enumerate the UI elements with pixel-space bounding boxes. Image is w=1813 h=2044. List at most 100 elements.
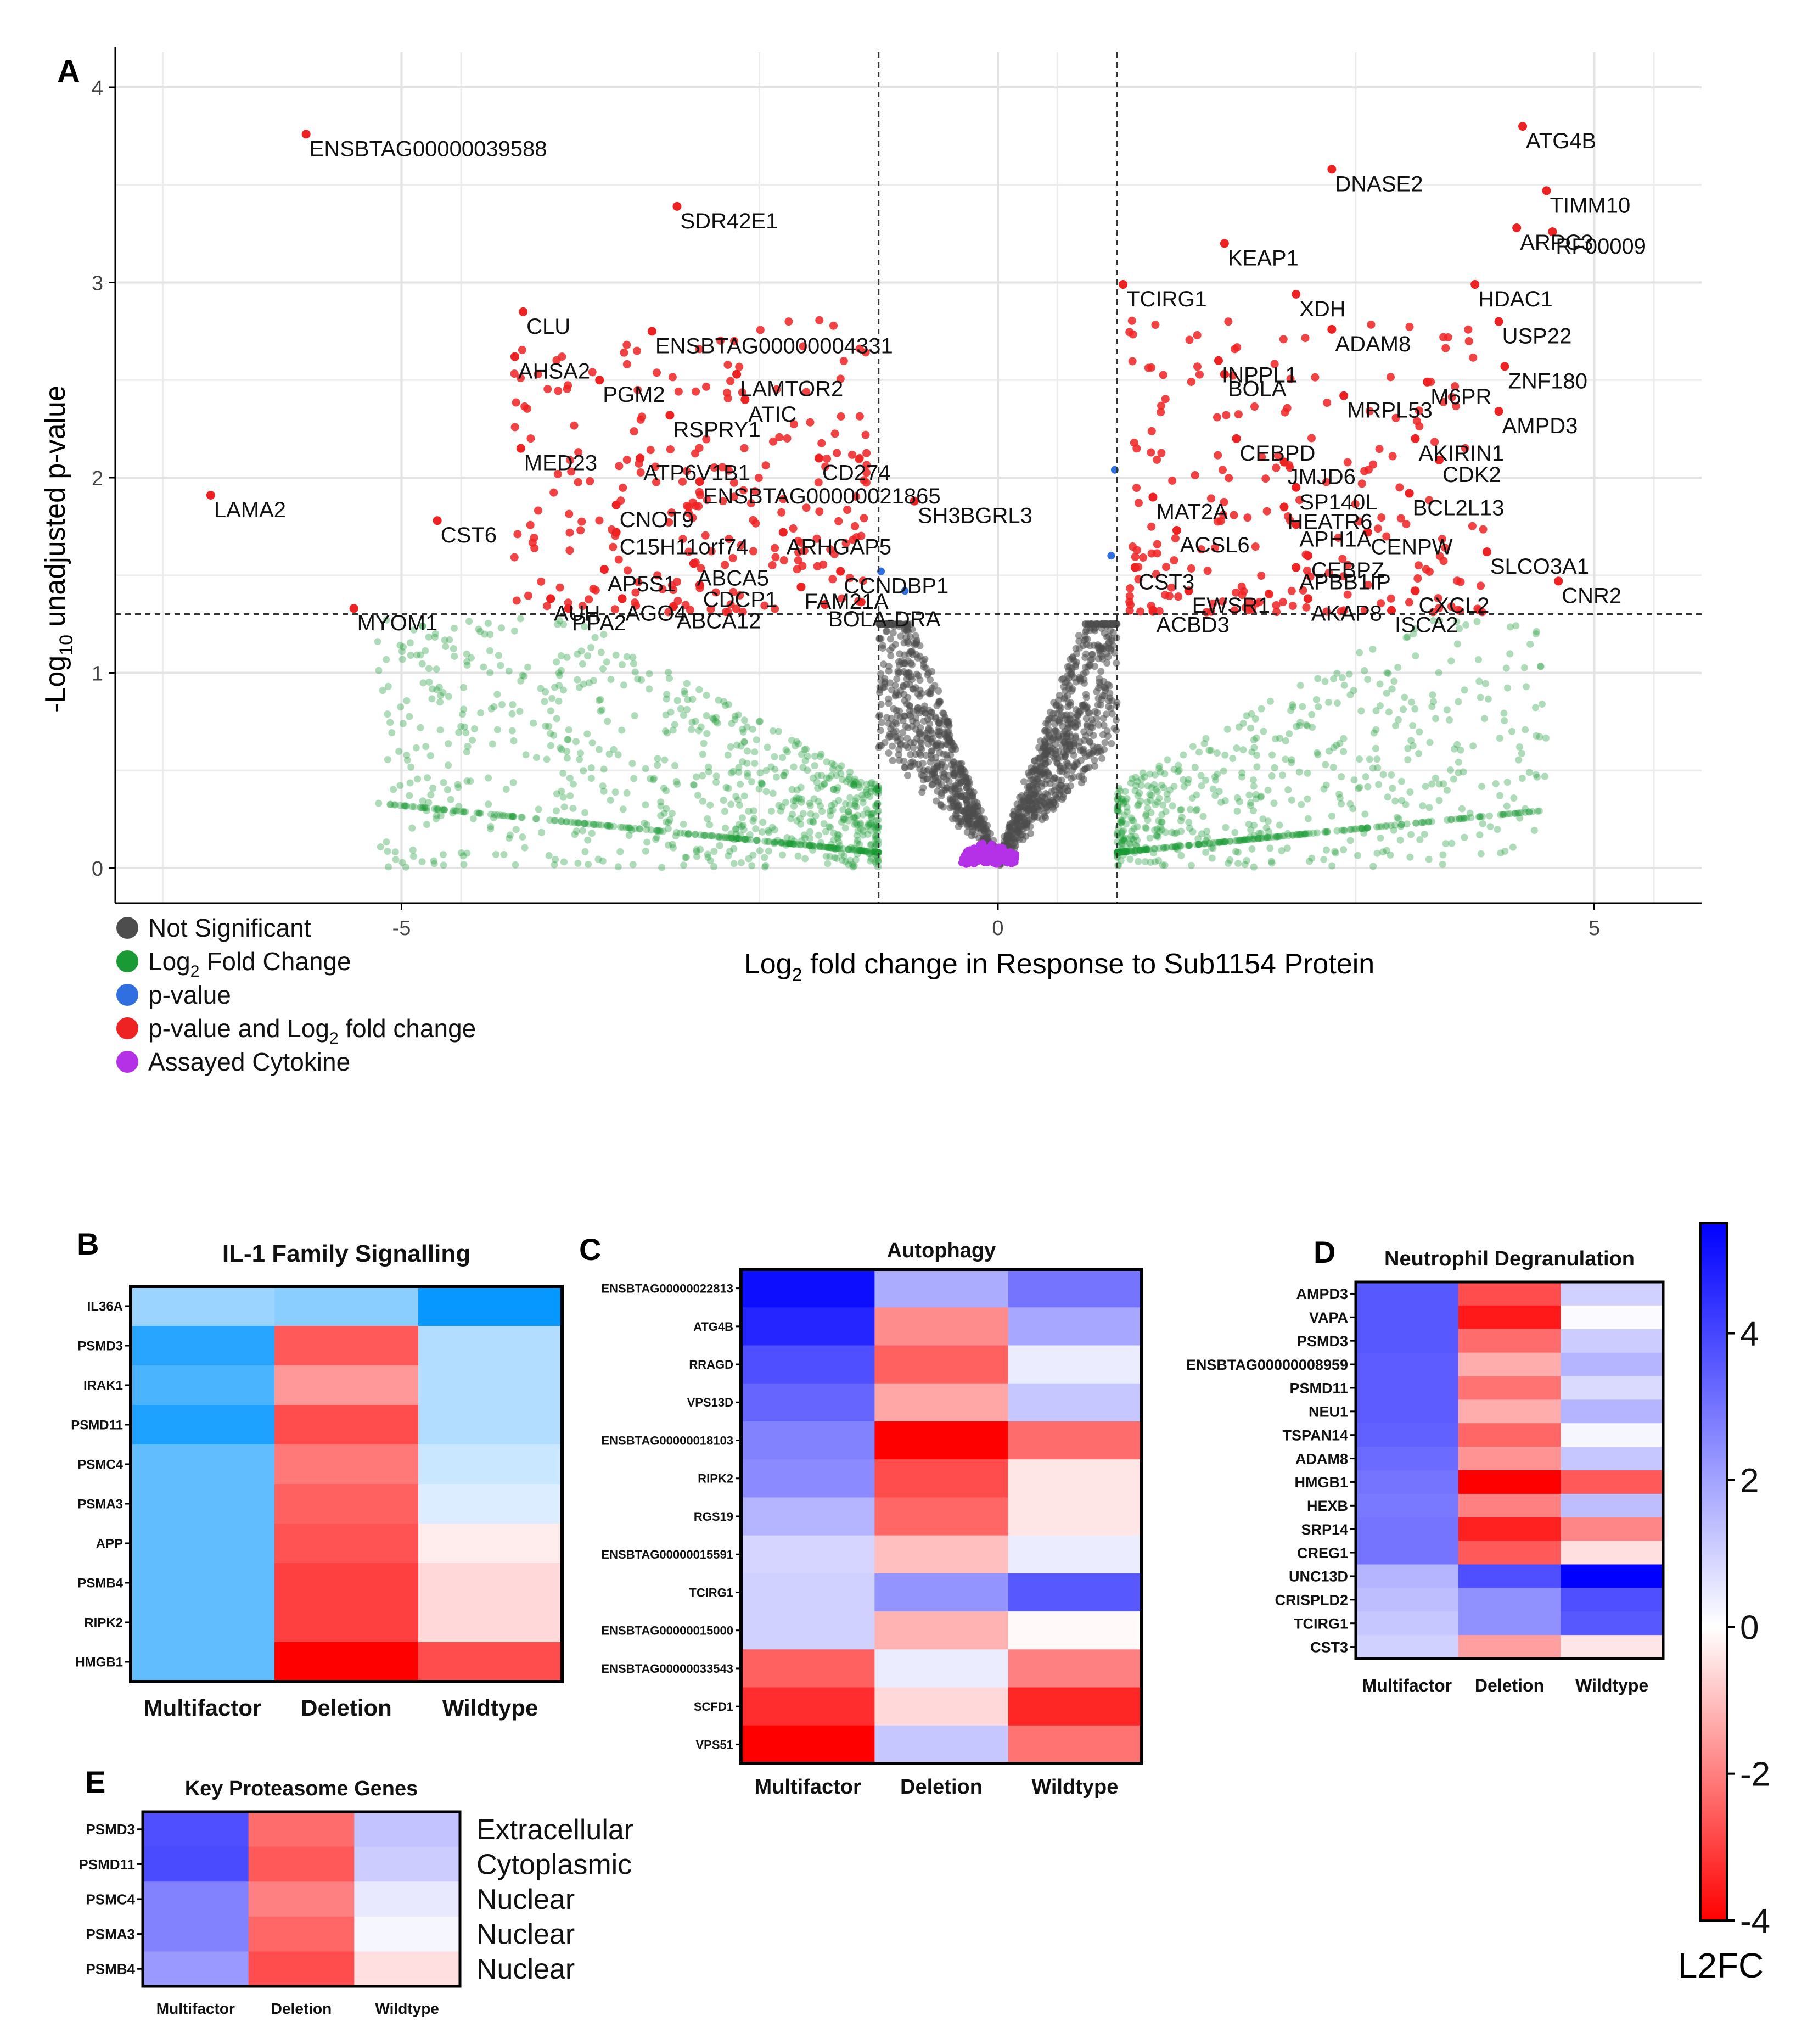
heatmap-cell	[741, 1421, 875, 1460]
volcano-point-fold-change	[703, 730, 711, 737]
colorbar-tick-label: -2	[1740, 1756, 1770, 1794]
volcano-point-significant	[1302, 603, 1311, 612]
volcano-point-fold-change	[611, 788, 619, 796]
volcano-point-fold-change	[812, 842, 820, 850]
volcano-point-fold-change	[1123, 848, 1131, 856]
volcano-point-fold-change	[874, 816, 882, 824]
volcano-point-fold-change	[1443, 786, 1451, 794]
volcano-point-fold-change	[780, 771, 788, 779]
volcano-point-significant	[1422, 565, 1430, 574]
volcano-point-fold-change	[712, 714, 720, 721]
volcano-point-fold-change	[642, 801, 649, 809]
volcano-point-fold-change	[1124, 848, 1131, 855]
volcano-point-significant	[695, 444, 704, 452]
heatmap-cell	[274, 1484, 419, 1524]
volcano-gene-label: LAMTOR2	[740, 377, 843, 401]
volcano-point-fold-change	[746, 831, 754, 839]
volcano-gene-label: ACBD3	[1156, 613, 1229, 637]
volcano-point-fold-change	[823, 774, 830, 782]
volcano-point-fold-change	[604, 822, 611, 830]
volcano-point-fold-change	[1282, 737, 1289, 744]
volcano-point-not-significant	[1099, 715, 1107, 723]
volcano-point-not-significant	[1091, 708, 1099, 715]
volcano-point-fold-change	[753, 736, 760, 744]
heatmap-cell	[741, 1269, 875, 1308]
volcano-point-not-significant	[1070, 761, 1078, 769]
volcano-point-fold-change	[1251, 835, 1259, 843]
volcano-point-fold-change	[793, 817, 801, 825]
volcano-point-fold-change	[1296, 719, 1304, 726]
volcano-point-fold-change	[1261, 834, 1269, 842]
volcano-point-fold-change	[1258, 792, 1265, 800]
volcano-point-fold-change	[406, 713, 413, 720]
volcano-point-fold-change	[1116, 848, 1124, 856]
heatmap-title: IL-1 Family Signalling	[222, 1240, 470, 1267]
volcano-point-fold-change	[1217, 838, 1225, 846]
volcano-point-fold-change	[799, 810, 807, 817]
volcano-point-fold-change	[753, 837, 761, 844]
volcano-point-fold-change	[556, 671, 564, 679]
volcano-point-fold-change	[594, 855, 602, 863]
volcano-point-fold-change	[779, 754, 787, 761]
volcano-point-fold-change	[737, 859, 745, 866]
volcano-point-fold-change	[1514, 809, 1522, 817]
volcano-point-fold-change	[845, 845, 852, 853]
volcano-point-fold-change	[1369, 645, 1377, 653]
volcano-point-not-significant	[1094, 642, 1102, 650]
volcano-point-fold-change	[1293, 831, 1301, 838]
volcano-point-fold-change	[819, 843, 827, 851]
volcano-point-fold-change	[1466, 809, 1474, 817]
volcano-point-not-significant	[922, 709, 929, 717]
heatmap-il1-family-signalling: IL-1 Family SignallingIL36APSMD3IRAK1PSM…	[71, 1240, 564, 1721]
volcano-point-fold-change	[1253, 795, 1260, 803]
volcano-point-fold-change	[1481, 715, 1489, 723]
heatmap-column-label: Wildtype	[1575, 1676, 1648, 1695]
volcano-point-fold-change	[874, 807, 882, 814]
volcano-point-fold-change	[683, 705, 691, 713]
volcano-point-fold-change	[1305, 858, 1313, 865]
volcano-point-fold-change	[1486, 823, 1494, 831]
volcano-point-fold-change	[1532, 630, 1540, 638]
volcano-point-fold-change	[1154, 788, 1161, 796]
volcano-point-fold-change	[761, 854, 768, 861]
volcano-point-not-significant	[1064, 787, 1071, 795]
volcano-point-not-significant	[896, 707, 903, 715]
volcano-point-fold-change	[828, 759, 836, 767]
volcano-point-fold-change	[1289, 701, 1296, 709]
volcano-point-fold-change	[1155, 844, 1163, 852]
volcano-point-fold-change	[1522, 805, 1529, 813]
volcano-point-fold-change	[856, 847, 864, 854]
volcano-point-fold-change	[552, 855, 559, 863]
volcano-point-significant	[1367, 320, 1376, 329]
volcano-point-not-significant	[1054, 760, 1062, 768]
volcano-point-not-significant	[1032, 780, 1040, 788]
volcano-point-fold-change	[1248, 710, 1255, 718]
volcano-point-fold-change	[1447, 766, 1455, 774]
volcano-point-fold-change	[753, 837, 760, 844]
volcano-point-fold-change	[1458, 815, 1466, 822]
volcano-point-fold-change	[1501, 810, 1508, 818]
volcano-point-fold-change	[758, 780, 766, 788]
volcano-point-fold-change	[493, 811, 501, 819]
volcano-point-fold-change	[756, 769, 764, 777]
heatmap-cell	[248, 1812, 355, 1847]
volcano-point-fold-change	[518, 814, 526, 821]
volcano-point-not-significant	[976, 820, 984, 827]
volcano-point-fold-change	[866, 793, 874, 800]
volcano-point-fold-change	[649, 776, 657, 784]
volcano-point-fold-change	[1501, 847, 1509, 855]
volcano-point-fold-change	[872, 835, 879, 843]
volcano-point-fold-change	[863, 823, 871, 831]
heatmap-row-label: PSMD3	[1297, 1333, 1348, 1349]
volcano-point-not-significant	[1108, 637, 1116, 645]
volcano-point-fold-change	[798, 751, 805, 758]
volcano-point-fold-change	[1377, 834, 1384, 842]
volcano-point-fold-change	[1289, 831, 1296, 839]
volcano-point-fold-change	[590, 677, 598, 685]
volcano-point-not-significant	[955, 801, 963, 809]
heatmap-row-label: SRP14	[1301, 1521, 1348, 1538]
volcano-point-fold-change	[809, 842, 817, 850]
volcano-point-fold-change	[477, 809, 485, 817]
volcano-point-fold-change	[863, 847, 871, 855]
volcano-point-not-significant	[895, 746, 903, 753]
